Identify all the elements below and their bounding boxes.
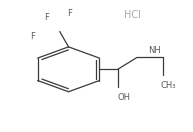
Text: F: F: [44, 13, 49, 22]
Text: HCl: HCl: [124, 10, 141, 20]
Text: F: F: [67, 9, 72, 18]
Text: OH: OH: [117, 93, 130, 102]
Text: F: F: [30, 32, 35, 41]
Text: CH₃: CH₃: [160, 81, 176, 90]
Text: NH: NH: [148, 46, 161, 55]
